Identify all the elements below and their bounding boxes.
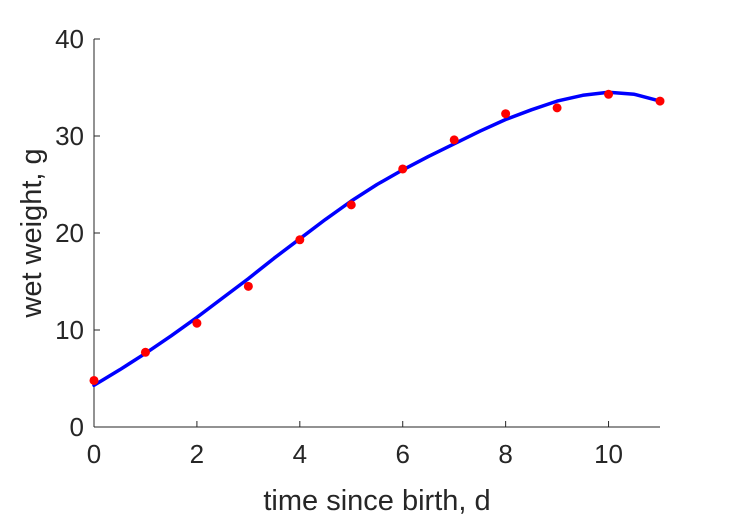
- y-tick-label: 30: [55, 121, 84, 151]
- data-point: [192, 318, 202, 328]
- x-tick-label: 2: [190, 439, 204, 469]
- y-axis-title: wet weight, g: [16, 148, 48, 318]
- data-point: [89, 375, 99, 385]
- data-point: [398, 164, 408, 174]
- x-tick-label: 6: [395, 439, 409, 469]
- x-tick-label: 4: [293, 439, 307, 469]
- data-point: [243, 281, 253, 291]
- data-point: [140, 347, 150, 357]
- x-tick-label: 0: [87, 439, 101, 469]
- y-ticks: 0 10 20 30 40: [55, 24, 100, 442]
- x-tick-label: 10: [594, 439, 623, 469]
- fit-line: [92, 90, 662, 388]
- fit-line-group: [92, 90, 662, 388]
- y-tick-label: 20: [55, 218, 84, 248]
- x-axis-title: time since birth, d: [263, 485, 490, 517]
- data-points: [89, 89, 665, 385]
- data-point: [501, 109, 511, 119]
- x-ticks: 0 2 4 6 8 10: [87, 421, 623, 469]
- y-tick-label: 0: [70, 412, 84, 442]
- data-point: [552, 103, 562, 113]
- x-tick-label: 8: [498, 439, 512, 469]
- data-point: [449, 135, 459, 145]
- y-tick-label: 40: [55, 24, 84, 54]
- data-point: [655, 96, 665, 106]
- y-tick-label: 10: [55, 315, 84, 345]
- data-point: [346, 200, 356, 210]
- data-point: [604, 89, 614, 99]
- data-point: [295, 235, 305, 245]
